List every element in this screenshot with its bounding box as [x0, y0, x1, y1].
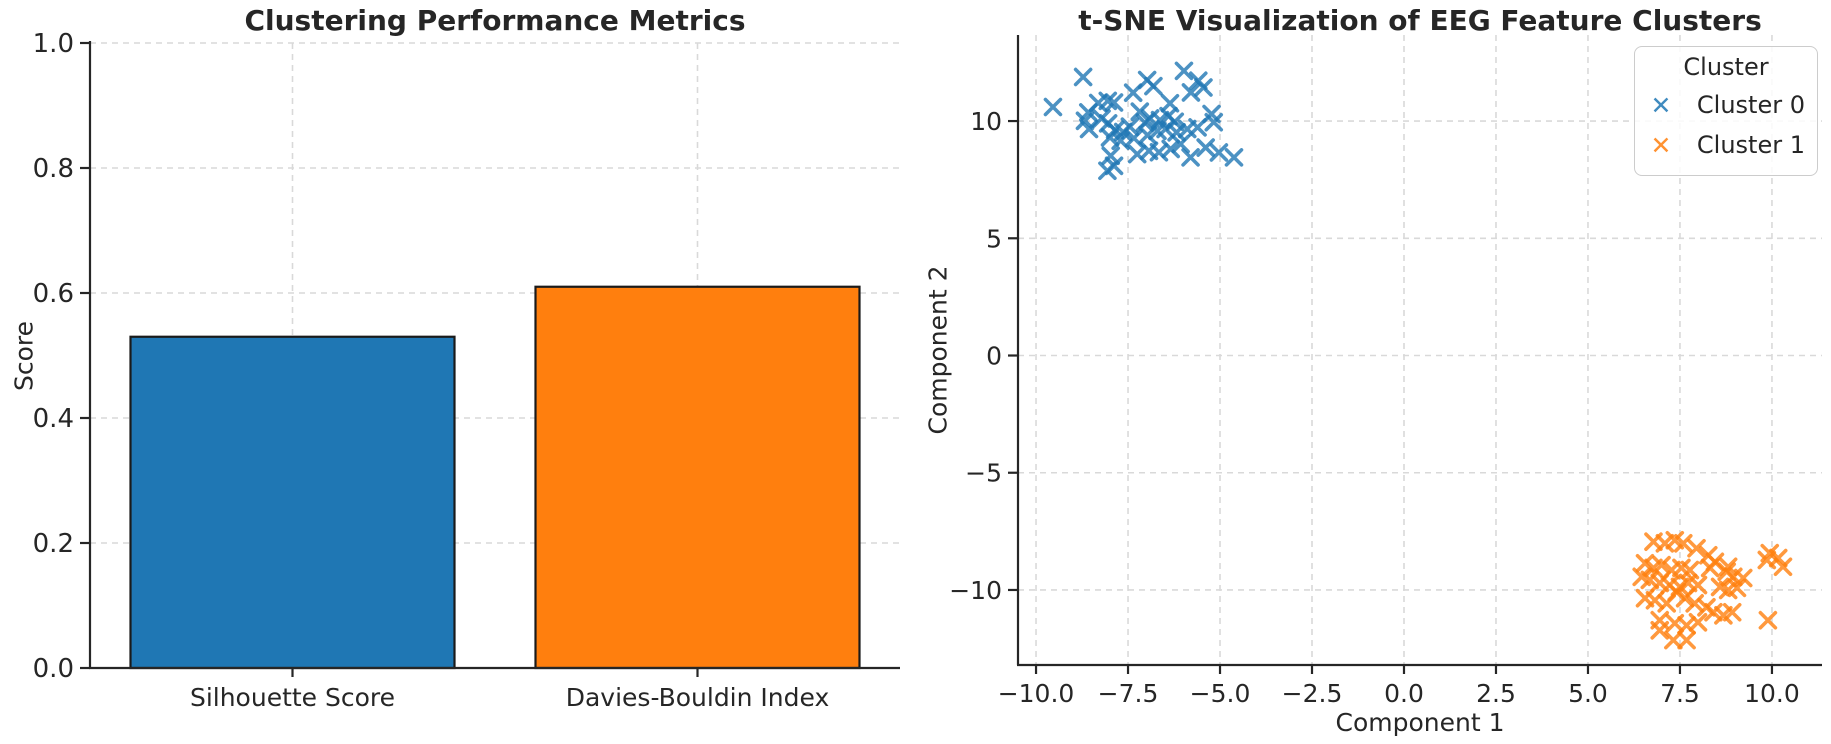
y-tick-label: 10: [970, 107, 1002, 136]
scatter-point-cluster-0: [1181, 148, 1200, 167]
x-tick-label: −7.5: [1098, 679, 1159, 708]
legend-entry-cluster-1: ✕ Cluster 1: [1647, 125, 1805, 165]
bar-davies-bouldin-index: [534, 285, 861, 670]
scatter-point-cluster-1: [1688, 613, 1708, 632]
scatter-point-cluster-1: [1718, 557, 1738, 577]
y-tick-label: −10: [949, 576, 1002, 605]
y-tick-label: 0.4: [33, 404, 74, 434]
x-tick-label: 2.5: [1476, 679, 1516, 708]
scatter-point-cluster-1: [1655, 534, 1675, 553]
scatter-point-cluster-1: [1673, 534, 1693, 553]
bar-chart-ylabel: Score: [9, 320, 39, 392]
scatter-point-cluster-1: [1640, 570, 1660, 590]
bar-chart-title: Clustering Performance Metrics: [244, 4, 746, 37]
legend-entry-cluster-0: ✕ Cluster 0: [1647, 85, 1805, 125]
scatter-point-cluster-0: [1127, 144, 1147, 164]
y-tick-label: 0: [986, 342, 1002, 371]
y-tick-label: 0.8: [33, 154, 74, 184]
cluster-0-marker-icon: ✕: [1650, 90, 1672, 120]
scatter-point-cluster-0: [1194, 78, 1213, 97]
scatter-point-cluster-0: [1196, 138, 1215, 157]
legend-label: Cluster 0: [1696, 91, 1805, 119]
scatter-point-cluster-0: [1204, 112, 1224, 132]
x-tick-label: 5.0: [1568, 679, 1608, 708]
scatter-point-cluster-0: [1043, 97, 1063, 117]
scatter-chart-title: t-SNE Visualization of EEG Feature Clust…: [1078, 4, 1762, 37]
scatter-point-cluster-1: [1704, 602, 1723, 622]
scatter-point-cluster-1: [1675, 588, 1695, 608]
scatter-point-cluster-0: [1073, 67, 1093, 87]
y-tick-label: 1.0: [33, 29, 74, 59]
scatter-point-cluster-0: [1174, 61, 1194, 81]
scatter-chart-ylabel: Component 2: [923, 265, 953, 435]
y-tick-label: 0.0: [33, 654, 74, 684]
x-tick-label: 10.0: [1744, 679, 1800, 708]
scatter-point-cluster-1: [1773, 557, 1793, 577]
scatter-point-cluster-1: [1733, 568, 1753, 588]
scatter-point-cluster-0: [1101, 146, 1121, 166]
scatter-point-cluster-0: [1209, 143, 1229, 162]
scatter-point-cluster-1: [1650, 621, 1670, 640]
scatter-point-cluster-1: [1727, 578, 1747, 598]
cluster-1-marker-icon: ✕: [1650, 130, 1672, 160]
scatter-point-cluster-0: [1079, 119, 1099, 139]
x-tick-label: 0.0: [1384, 679, 1424, 708]
y-tick-label: 0.6: [33, 279, 74, 309]
scatter-point-cluster-1: [1677, 630, 1696, 650]
y-tick-label: 5: [986, 224, 1002, 253]
scatter-point-cluster-1: [1664, 630, 1683, 650]
scatter-point-cluster-0: [1138, 125, 1157, 145]
scatter-point-cluster-0: [1098, 161, 1117, 181]
legend-title: Cluster: [1683, 53, 1769, 81]
x-tick-label: 7.5: [1660, 679, 1700, 708]
x-tick-label: −2.5: [1282, 679, 1343, 708]
scatter-point-cluster-1: [1757, 550, 1777, 570]
scatter-point-cluster-0: [1100, 128, 1120, 147]
bar-silhouette-score: [129, 335, 456, 670]
legend-label: Cluster 1: [1696, 131, 1805, 159]
scatter-point-cluster-0: [1171, 134, 1190, 154]
x-tick-label: −5.0: [1190, 679, 1251, 708]
scatter-point-cluster-1: [1687, 538, 1706, 558]
scatter-point-cluster-1: [1722, 602, 1742, 622]
x-tick-label: Davies-Bouldin Index: [566, 683, 830, 712]
scatter-point-cluster-0: [1224, 148, 1244, 167]
scatter-point-cluster-0: [1104, 93, 1124, 112]
scatter-chart-xlabel: Component 1: [1335, 708, 1505, 737]
legend: Cluster ✕ Cluster 0 ✕ Cluster 1: [1634, 46, 1818, 176]
scatter-point-cluster-0: [1144, 76, 1163, 96]
y-tick-label: 0.2: [33, 529, 74, 559]
scatter-point-cluster-1: [1700, 558, 1720, 578]
x-tick-label: −10.0: [998, 679, 1075, 708]
y-tick-label: −5: [965, 459, 1002, 488]
scatter-point-cluster-0: [1130, 102, 1150, 121]
scatter-point-cluster-1: [1652, 555, 1671, 575]
scatter-point-cluster-0: [1181, 83, 1201, 102]
scatter-point-cluster-1: [1758, 610, 1778, 630]
x-tick-label: Silhouette Score: [190, 683, 395, 712]
